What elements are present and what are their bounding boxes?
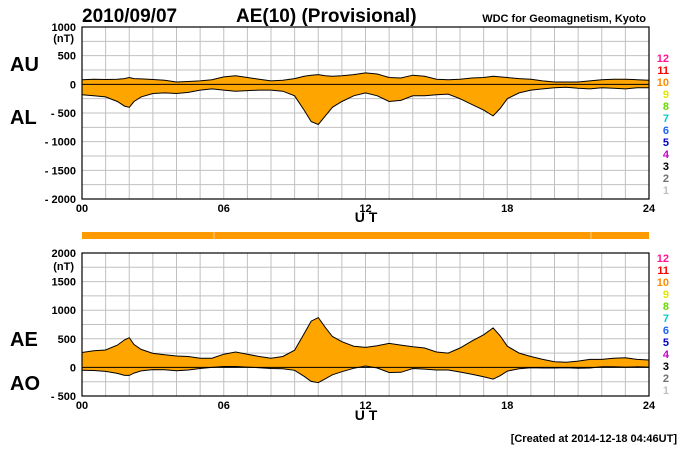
station-count-label: 4	[663, 349, 670, 361]
x-tick-label: 24	[643, 400, 656, 412]
x-tick-label: 06	[218, 203, 230, 215]
station-count-label: 2	[663, 373, 669, 385]
x-axis-title: U T	[355, 407, 378, 423]
plot-date: 2010/09/07	[82, 6, 177, 27]
au-series-label: AU	[10, 54, 39, 76]
ao-series-line	[81, 365, 650, 384]
station-count-label: 12	[657, 253, 669, 265]
au-series-line	[81, 72, 650, 83]
y-tick-label: 0	[70, 79, 76, 91]
x-tick-label: 00	[76, 400, 88, 412]
station-count-label: 6	[663, 125, 669, 137]
station-count-label: 6	[663, 325, 669, 337]
plot-frame	[81, 26, 650, 200]
station-count-label: 1	[663, 385, 669, 397]
index-envelope-area	[82, 72, 649, 125]
y-tick-label: 0	[70, 362, 76, 374]
al-series-line	[81, 86, 649, 126]
station-count-label: 11	[657, 65, 669, 77]
station-count-label: 12	[657, 53, 669, 65]
y-tick-label: - 2000	[45, 194, 76, 206]
created-timestamp: [Created at 2014-12-18 04:46UT]	[511, 433, 678, 445]
station-count-label: 1	[663, 185, 669, 197]
x-tick-label: 18	[501, 400, 513, 412]
x-tick-label: 00	[76, 203, 88, 215]
ao-series-label: AO	[10, 373, 40, 395]
station-count-label: 10	[657, 77, 669, 89]
unit-label: (nT)	[53, 33, 74, 45]
y-tick-label: 1000	[52, 22, 76, 34]
y-tick-label: 1500	[52, 277, 76, 289]
station-count-label: 4	[663, 149, 670, 161]
x-tick-label: 18	[501, 203, 513, 215]
station-count-label: 9	[663, 89, 669, 101]
station-count-label: 7	[663, 313, 669, 325]
x-axis-title: U T	[355, 209, 378, 225]
station-count-label: 11	[657, 265, 669, 277]
station-count-label: 8	[663, 101, 669, 113]
station-count-label: 8	[663, 301, 669, 313]
ae-series-label: AE	[10, 329, 38, 351]
y-tick-label: - 500	[51, 391, 76, 403]
station-count-label: 2	[663, 173, 669, 185]
station-count-label: 5	[663, 337, 669, 349]
ae-series-line	[81, 316, 650, 363]
y-tick-label: 500	[58, 51, 76, 63]
x-tick-label: 12	[359, 400, 371, 412]
y-tick-label: 1000	[52, 305, 76, 317]
x-tick-label: 12	[359, 203, 371, 215]
data-source: WDC for Geomagnetism, Kyoto	[482, 13, 646, 25]
plot-frame	[81, 252, 650, 397]
data-quality-bar	[82, 232, 649, 239]
x-tick-label: 24	[643, 203, 656, 215]
station-count-label: 5	[663, 137, 669, 149]
y-tick-label: - 1000	[45, 137, 76, 149]
y-tick-label: - 1500	[45, 165, 76, 177]
station-count-label: 10	[657, 277, 669, 289]
station-count-label: 3	[663, 161, 669, 173]
plot-title: AE(10) (Provisional)	[236, 6, 417, 27]
y-tick-label: 2000	[52, 248, 76, 260]
y-tick-label: 500	[58, 334, 76, 346]
station-count-label: 9	[663, 289, 669, 301]
station-count-label: 7	[663, 113, 669, 125]
station-count-label: 3	[663, 361, 669, 373]
al-series-label: AL	[10, 107, 37, 129]
x-tick-label: 06	[218, 400, 230, 412]
unit-label: (nT)	[53, 261, 74, 273]
y-tick-label: - 500	[51, 108, 76, 120]
